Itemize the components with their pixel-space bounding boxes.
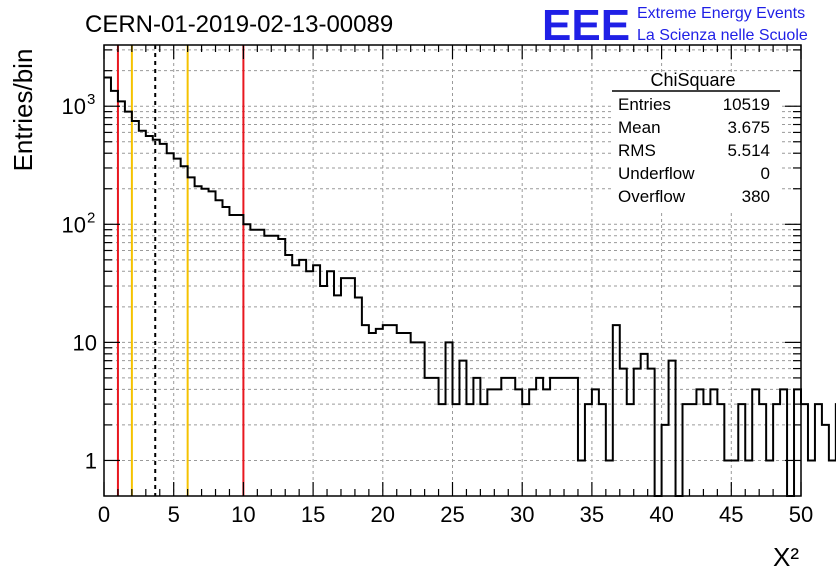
stats-row-label: RMS: [618, 141, 656, 160]
stats-row-label: Overflow: [618, 187, 686, 206]
stats-row-value: 10519: [723, 95, 770, 114]
stats-rows: Entries 10519 Mean 3.675 RMS 5.514 Underflow 0 O…: [618, 95, 770, 206]
stats-row-value: 0: [761, 164, 770, 183]
x-axis-label: X²: [773, 542, 799, 572]
y-tick-label: 10: [62, 212, 86, 237]
x-tick-label: 10: [231, 502, 255, 527]
run-title: CERN-01-2019-02-13-00089: [85, 11, 393, 38]
x-tick-label: 0: [98, 502, 110, 527]
x-tick-labels: 0 5 10 15 20 25 30 35 40 45 50: [98, 502, 813, 527]
x-tick-label: 40: [649, 502, 673, 527]
stats-row-label: Mean: [618, 118, 661, 137]
x-tick-label: 15: [301, 502, 325, 527]
x-tick-label: 35: [580, 502, 604, 527]
stats-row-label: Underflow: [618, 164, 695, 183]
x-tick-label: 30: [510, 502, 534, 527]
y-tick-label: 10: [62, 94, 86, 119]
histogram-outline: [104, 76, 836, 497]
stats-box: ChiSquare Entries 10519 Mean 3.675 RMS 5.514 U…: [612, 70, 780, 212]
y-axis-label: Entries/bin: [8, 49, 38, 172]
stats-title: ChiSquare: [650, 70, 735, 90]
x-tick-label: 50: [789, 502, 813, 527]
y-tick-label: 10: [73, 330, 97, 355]
y-tick-label: 1: [85, 448, 97, 473]
reference-lines: [116, 45, 245, 496]
stats-row-value: 3.675: [727, 118, 770, 137]
stats-row-value: 380: [742, 187, 770, 206]
x-tick-label: 20: [371, 502, 395, 527]
brand-line-2: La Scienza nelle Scuole: [637, 27, 808, 44]
y-tick-exponent: 3: [87, 91, 95, 108]
eee-logo: EEE: [542, 1, 630, 50]
stats-row-label: Entries: [618, 95, 671, 114]
stats-row-value: 5.514: [727, 141, 770, 160]
brand-line-1: Extreme Energy Events: [637, 5, 805, 22]
axis-ticks: [103, 45, 802, 496]
y-tick-exponent: 2: [87, 209, 95, 226]
x-tick-label: 45: [719, 502, 743, 527]
x-tick-label: 25: [440, 502, 464, 527]
x-tick-label: 5: [168, 502, 180, 527]
